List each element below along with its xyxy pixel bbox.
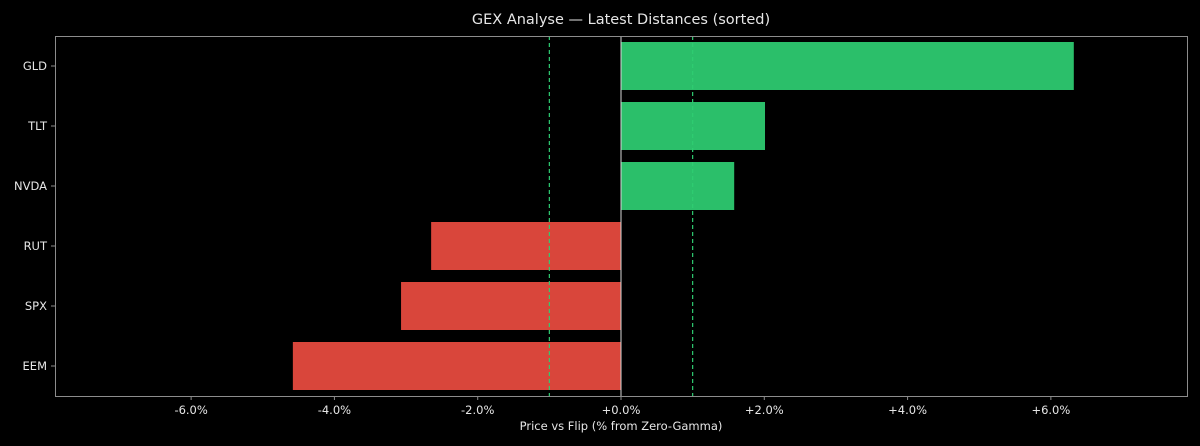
x-tick-label: +6.0%: [1031, 403, 1070, 417]
bar-eem: [292, 342, 621, 390]
reference-lines: [548, 36, 694, 396]
bar-spx: [401, 282, 621, 330]
bar-nvda: [621, 162, 735, 210]
x-tick-label: -4.0%: [318, 403, 351, 417]
y-tick-label: EEM: [23, 359, 47, 373]
chart-title: GEX Analyse — Latest Distances (sorted): [472, 12, 770, 28]
x-tick-label: -2.0%: [461, 403, 494, 417]
y-axis-ticks: GLD TLT NVDA RUT SPX EEM: [14, 59, 55, 373]
bars-group: [292, 42, 1074, 390]
y-tick-label: TLT: [27, 119, 48, 133]
y-tick-label: NVDA: [14, 179, 47, 193]
x-axis-ticks: -6.0% -4.0% -2.0% +0.0% +2.0% +4.0% +6.0%: [174, 396, 1070, 417]
x-tick-label: +4.0%: [888, 403, 927, 417]
bar-gld: [621, 42, 1074, 90]
y-tick-label: RUT: [24, 239, 48, 253]
x-tick-label: +2.0%: [745, 403, 784, 417]
bar-rut: [431, 222, 621, 270]
x-tick-label: +0.0%: [602, 403, 641, 417]
y-tick-label: SPX: [25, 299, 47, 313]
x-axis-label: Price vs Flip (% from Zero-Gamma): [520, 419, 723, 433]
y-tick-label: GLD: [23, 59, 47, 73]
x-tick-label: -6.0%: [174, 403, 207, 417]
